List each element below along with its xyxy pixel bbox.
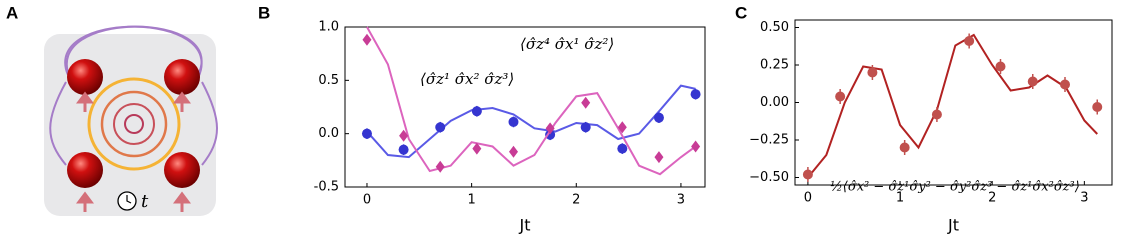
x-tick-label: 1 <box>467 193 475 208</box>
y-tick-label: 0.5 <box>318 73 339 88</box>
x-tick-label: 3 <box>677 193 685 208</box>
x-axis-label: Jt <box>947 216 959 235</box>
data-point <box>1092 102 1103 112</box>
data-point <box>802 169 813 180</box>
data-point <box>361 128 372 139</box>
data-point <box>581 96 591 109</box>
data-point <box>545 122 555 135</box>
data-point <box>435 160 445 173</box>
x-tick-label: 2 <box>988 191 996 206</box>
data-point <box>472 142 482 155</box>
data-point <box>835 91 846 102</box>
legend-label: ⟨σ̂z¹ σ̂x² σ̂z³⟩ <box>420 70 514 88</box>
data-point <box>1027 76 1038 87</box>
data-point <box>435 122 446 133</box>
data-point <box>653 112 664 123</box>
data-point <box>362 33 372 46</box>
y-tick-label: 0.25 <box>760 58 789 73</box>
y-tick-label: −0.25 <box>749 133 789 148</box>
y-tick-label: 1.0 <box>318 20 339 35</box>
data-point <box>931 109 942 120</box>
y-tick-label: −0.50 <box>749 170 789 185</box>
panel-label: B <box>258 3 270 22</box>
diagram: t <box>44 25 218 216</box>
data-point <box>1060 79 1071 90</box>
panel-label: A <box>6 3 18 22</box>
data-point <box>654 151 664 164</box>
y-tick-label: 0.50 <box>760 20 789 35</box>
clock-label: t <box>141 191 149 212</box>
data-point <box>899 142 910 153</box>
panel-label: C <box>735 3 747 22</box>
data-point <box>398 144 409 155</box>
fit-curve <box>366 84 696 159</box>
data-point <box>691 140 701 153</box>
fit-curve <box>366 26 697 176</box>
fit-curve <box>807 33 1098 179</box>
x-tick-label: 0 <box>804 191 812 206</box>
legend-label: ⟨σ̂z⁴ σ̂x¹ σ̂z²⟩ <box>520 35 614 53</box>
data-point <box>617 143 628 154</box>
data-point <box>508 116 519 127</box>
data-point <box>690 89 701 100</box>
data-point <box>399 129 409 142</box>
data-point <box>995 61 1006 72</box>
x-axis-label: Jt <box>519 216 531 235</box>
data-point <box>471 106 482 117</box>
data-point <box>580 122 591 133</box>
plot-frame <box>794 19 1113 186</box>
y-tick-label: -0.5 <box>314 180 339 195</box>
y-tick-label: 0.00 <box>760 95 789 110</box>
x-tick-label: 0 <box>363 193 371 208</box>
plot-frame <box>344 26 706 188</box>
x-tick-label: 1 <box>896 191 904 206</box>
legend-label: ½⟨σ̂x² − σ̂z¹σ̂y² − σ̂y²σ̂z³ − σ̂z¹σ̂x²σ… <box>830 180 1080 195</box>
x-tick-label: 2 <box>572 193 580 208</box>
data-point <box>617 121 627 134</box>
data-point <box>964 36 975 46</box>
data-point <box>545 129 556 140</box>
x-tick-label: 3 <box>1080 191 1088 206</box>
data-point <box>508 145 518 158</box>
data-point <box>867 67 878 78</box>
y-tick-label: 0.0 <box>318 126 339 141</box>
